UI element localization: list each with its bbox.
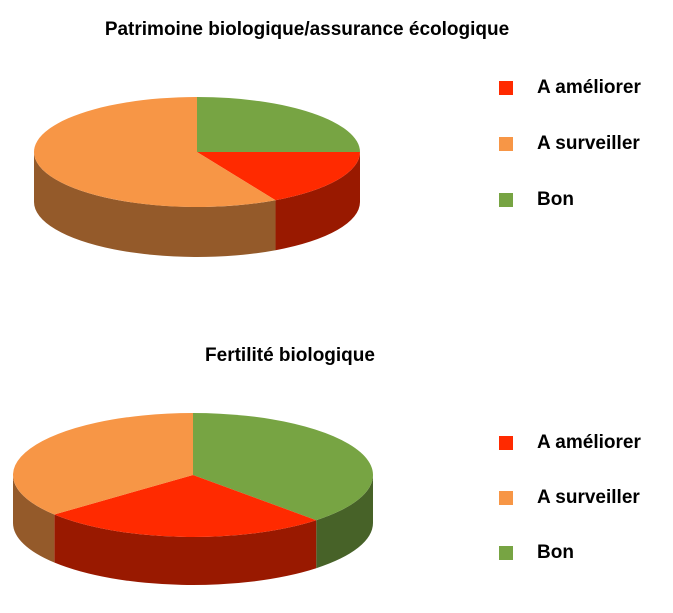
legend-swatch: [499, 491, 513, 505]
pie-side: [34, 152, 276, 257]
pie-slice: [197, 152, 360, 201]
legend-label: A améliorer: [537, 432, 641, 453]
legend-label: A surveiller: [537, 133, 640, 154]
pie-slice: [54, 475, 317, 537]
pie-slice: [193, 413, 373, 521]
chart-title: Fertilité biologique: [205, 345, 375, 366]
pie-side: [54, 514, 317, 585]
legend-swatch: [499, 546, 513, 560]
pie-side: [316, 475, 373, 569]
pie-slice: [197, 97, 360, 152]
chart-title: Patrimoine biologique/assurance écologiq…: [105, 19, 509, 40]
pie-slice: [33, 97, 276, 207]
pie-side: [275, 152, 360, 251]
legend-label: Bon: [537, 189, 574, 210]
legend-swatch: [499, 193, 513, 207]
legend-swatch: [499, 81, 513, 95]
legend-swatch: [499, 436, 513, 450]
pie-side: [13, 475, 55, 563]
legend-swatch: [499, 137, 513, 151]
legend-label: A améliorer: [537, 77, 641, 98]
legend-label: A surveiller: [537, 487, 640, 508]
legend-label: Bon: [537, 542, 574, 563]
pie-slice: [13, 413, 193, 515]
